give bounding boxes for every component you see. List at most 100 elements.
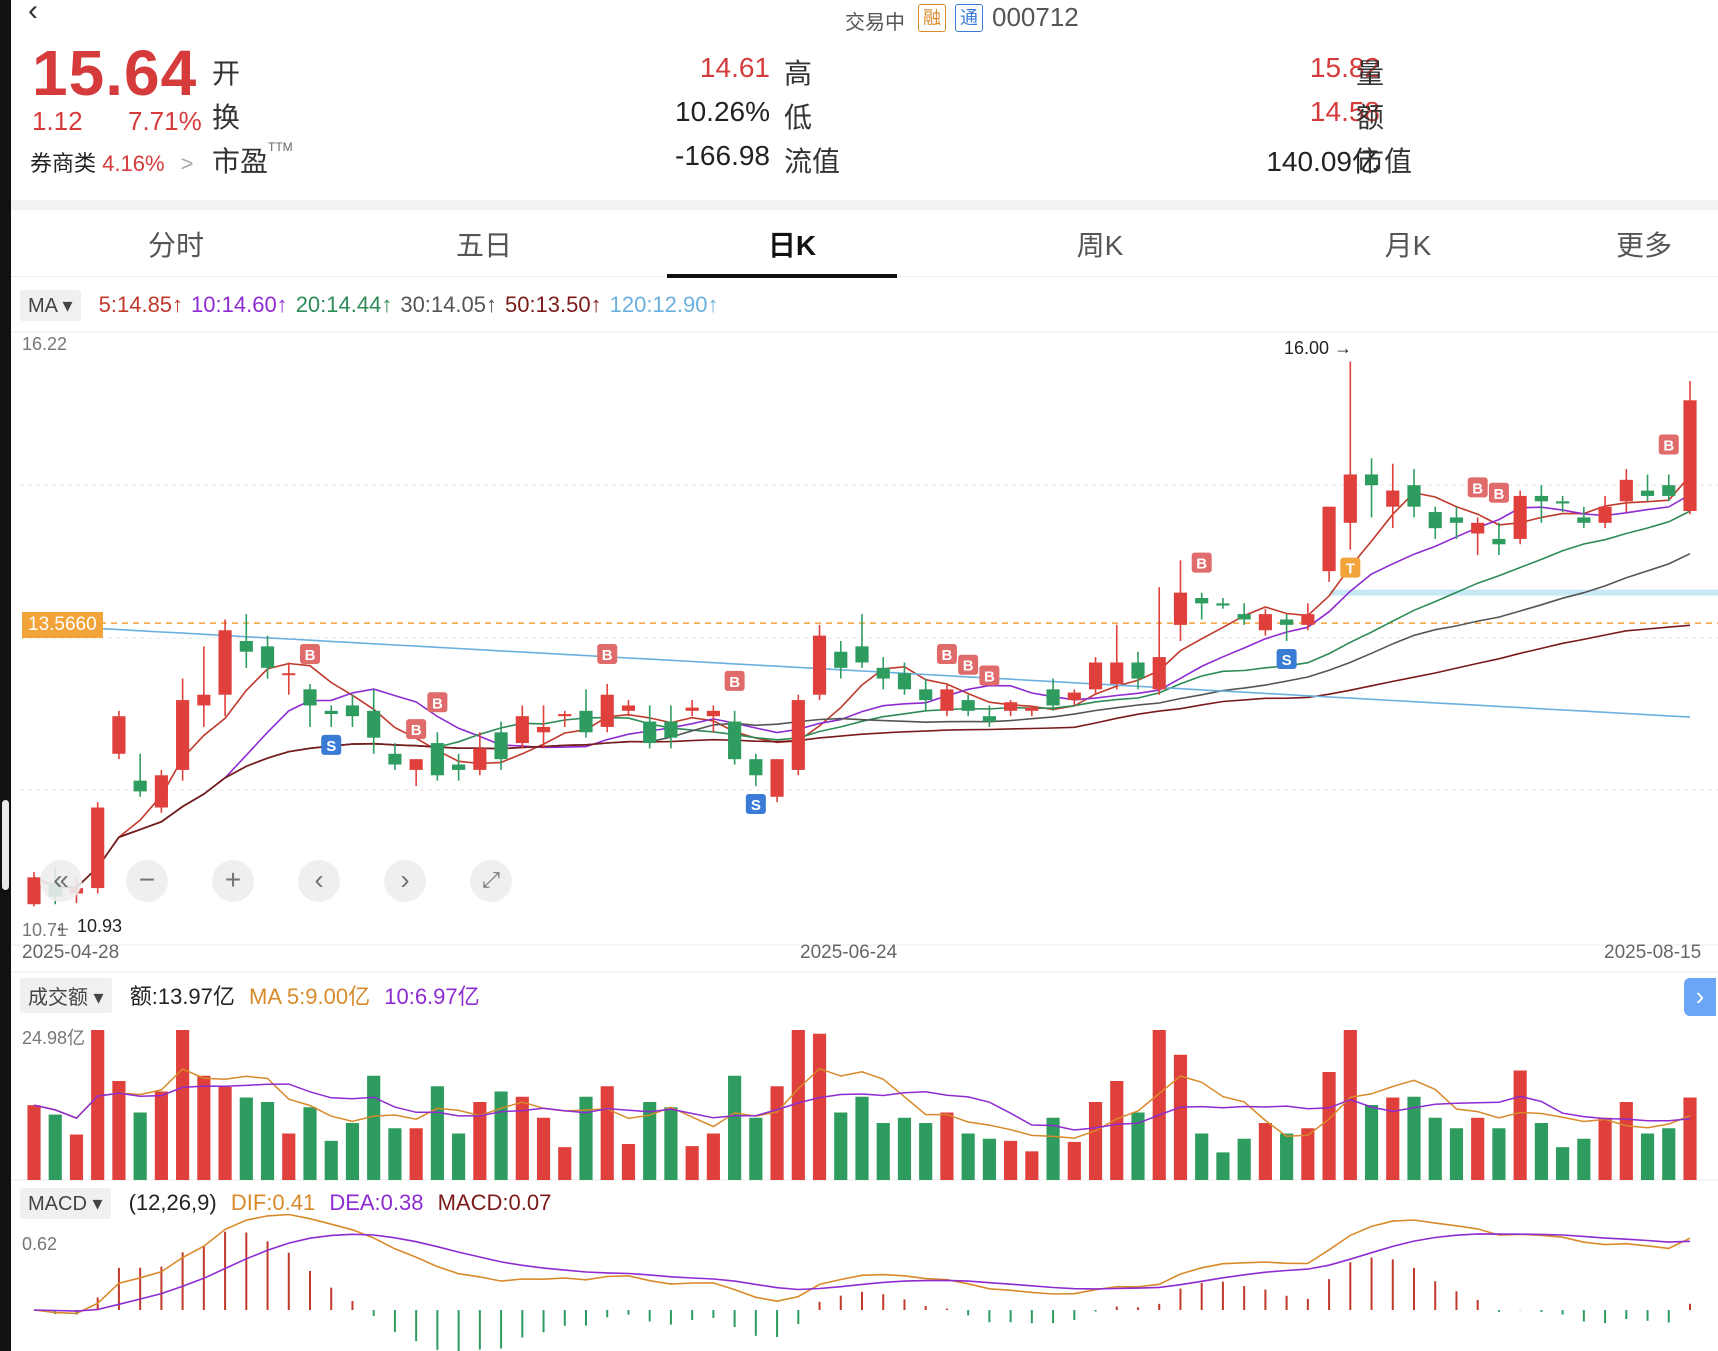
volume-bar-28 xyxy=(621,1144,636,1180)
candle-body-40 xyxy=(876,667,890,679)
candle-body-47 xyxy=(1025,707,1039,711)
candle-body-13 xyxy=(303,689,317,706)
y-min-label: 10.71 xyxy=(22,920,68,940)
macd-dropdown[interactable]: MACD ▾ xyxy=(20,1188,111,1219)
trade-marker-8 xyxy=(958,654,979,675)
macd-dea: DEA:0.38 xyxy=(329,1190,424,1215)
volume-bar-15 xyxy=(345,1123,360,1180)
volume-bar-56 xyxy=(1216,1152,1230,1180)
candle-body-48 xyxy=(1046,689,1060,706)
candle-body-3 xyxy=(91,807,105,889)
volume-bar-71 xyxy=(1534,1123,1548,1180)
trade-marker-13 xyxy=(1467,477,1488,498)
trade-marker-text-0: B xyxy=(305,647,316,664)
candle-body-70 xyxy=(1513,495,1527,539)
candle-body-6 xyxy=(154,775,168,808)
tab-daily-k[interactable]: 日K xyxy=(767,230,817,261)
candle-body-36 xyxy=(791,700,805,770)
tab-five-day[interactable]: 五日 xyxy=(455,230,512,261)
volume-ma10: 10:6.97亿 xyxy=(384,984,480,1009)
volume-bar-73 xyxy=(1577,1138,1591,1180)
candle-body-37 xyxy=(812,635,827,695)
candle-body-43 xyxy=(940,689,954,711)
volume-bar-23 xyxy=(515,1096,529,1180)
volume-bar-14 xyxy=(324,1140,338,1180)
candle-body-66 xyxy=(1428,512,1442,529)
date-end: 2025-08-15 xyxy=(1604,942,1702,963)
tab-monthly-k[interactable]: 月K xyxy=(1384,230,1432,261)
tab-intraday[interactable]: 分时 xyxy=(147,230,204,261)
candle-body-49 xyxy=(1067,692,1081,701)
float-value: 140.09亿 xyxy=(1266,146,1380,177)
candle-body-8 xyxy=(197,694,211,706)
tab-weekly-k[interactable]: 周K xyxy=(1076,230,1124,261)
volume-bar-59 xyxy=(1280,1133,1294,1180)
candle-body-76 xyxy=(1640,490,1655,496)
rewind-icon[interactable]: « xyxy=(40,860,82,902)
ma-item-4: 50:13.50↑ xyxy=(504,292,602,317)
ma-dropdown[interactable]: MA ▾ xyxy=(20,290,81,321)
candle-body-16 xyxy=(367,710,381,738)
ma-legend: MA ▾ 5:14.85↑ 10:14.60↑ 20:14.44↑ 30:14.05↑… xyxy=(20,290,734,324)
volume-bar-9 xyxy=(218,1087,232,1180)
volume-dropdown[interactable]: 成交额 ▾ xyxy=(20,978,112,1013)
low-value: 14.58 xyxy=(1309,96,1380,127)
macd-dif-line xyxy=(33,1213,1691,1315)
ma-item-0: 5:14.85↑ xyxy=(98,292,184,317)
trade-marker-text-3: B xyxy=(432,695,443,712)
candle-body-30 xyxy=(664,721,678,738)
volume-bar-64 xyxy=(1386,1097,1400,1180)
candle-body-44 xyxy=(961,700,975,711)
candle-body-35 xyxy=(770,759,784,797)
volume-bar-18 xyxy=(409,1128,423,1180)
macd-dea-line xyxy=(33,1233,1691,1312)
ma-item-1: 10:14.60↑ xyxy=(191,292,288,317)
y-max-label: 16.22 xyxy=(22,334,68,354)
candle-body-73 xyxy=(1577,517,1591,523)
scroll-left-icon[interactable]: ‹ xyxy=(298,860,340,902)
trade-marker-text-2: B xyxy=(411,722,422,739)
expand-arrow-icon[interactable]: › xyxy=(1684,978,1716,1016)
date-start: 2025-04-28 xyxy=(22,942,120,963)
back-arrow-icon[interactable]: ‹ xyxy=(28,0,38,27)
volume-bar-36 xyxy=(791,1030,805,1180)
amount-label: 额 xyxy=(1356,102,1385,133)
fullscreen-icon[interactable]: ⤢ xyxy=(470,860,512,902)
macd-params: (12,26,9) xyxy=(128,1190,217,1215)
trade-marker-text-7: B xyxy=(942,647,953,664)
sector-link[interactable]: 券商类 4.16% > xyxy=(30,146,194,178)
volume-bar-33 xyxy=(728,1075,742,1180)
scroll-right-icon[interactable]: › xyxy=(384,860,426,902)
volume-bar-10 xyxy=(239,1097,253,1180)
candle-body-4 xyxy=(112,716,126,754)
volume-bar-65 xyxy=(1407,1096,1421,1180)
high-marker: 16.00 → xyxy=(1284,338,1353,358)
ref-line-label: 13.5660 xyxy=(22,612,103,638)
zoom-in-icon[interactable]: + xyxy=(212,860,254,902)
candle-body-23 xyxy=(515,716,529,744)
candle-body-54 xyxy=(1173,592,1188,625)
trade-marker-text-14: B xyxy=(1494,486,1505,503)
volume-bar-41 xyxy=(897,1117,912,1180)
zoom-out-icon[interactable]: − xyxy=(126,860,168,902)
active-tab-indicator xyxy=(667,274,897,278)
volume-bar-61 xyxy=(1322,1072,1336,1180)
sector-label: 券商类 xyxy=(30,151,97,176)
candle-body-14 xyxy=(324,710,338,715)
trade-marker-text-11: S xyxy=(1282,652,1292,669)
trade-marker-text-4: B xyxy=(602,647,613,664)
scroll-handle[interactable] xyxy=(2,800,9,890)
trade-marker-text-13: B xyxy=(1472,480,1483,497)
trade-marker-0 xyxy=(300,643,320,664)
candle-body-72 xyxy=(1556,501,1570,504)
ma-item-5: 120:12.90↑ xyxy=(609,292,719,317)
volume-bar-12 xyxy=(282,1133,296,1180)
volume-bar-77 xyxy=(1662,1128,1676,1180)
pe-label: 市盈TTM xyxy=(212,140,293,177)
volume-bar-47 xyxy=(1025,1151,1039,1180)
volume-bar-52 xyxy=(1131,1112,1145,1180)
tab-more[interactable]: 更多 xyxy=(1616,230,1673,261)
volume-bar-29 xyxy=(643,1102,657,1180)
volume-bar-17 xyxy=(388,1128,402,1180)
